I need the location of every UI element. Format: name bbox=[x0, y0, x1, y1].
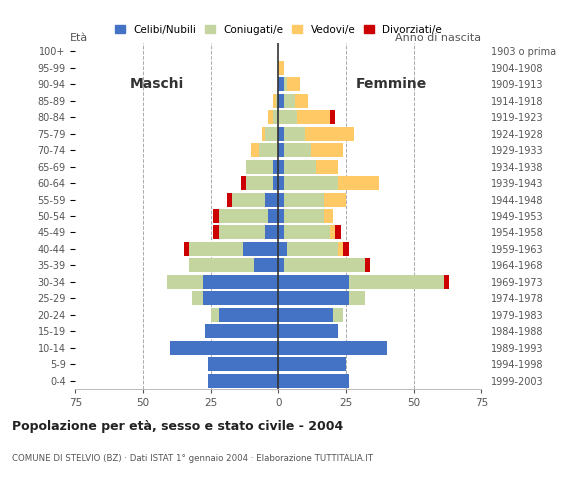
Bar bbox=[265, 192, 278, 206]
Bar bbox=[265, 127, 278, 141]
Bar bbox=[324, 192, 346, 206]
Bar bbox=[306, 127, 354, 141]
Bar bbox=[311, 143, 343, 157]
Bar bbox=[324, 209, 332, 223]
Bar bbox=[298, 110, 330, 124]
Text: Femmine: Femmine bbox=[356, 77, 427, 91]
Bar bbox=[202, 275, 278, 289]
Bar bbox=[278, 308, 332, 322]
Bar bbox=[184, 242, 189, 256]
Text: Età: Età bbox=[70, 33, 88, 43]
Bar bbox=[278, 357, 346, 371]
Bar bbox=[278, 275, 349, 289]
Bar bbox=[343, 242, 349, 256]
Bar bbox=[278, 341, 387, 355]
Bar bbox=[189, 242, 243, 256]
Bar bbox=[254, 258, 278, 272]
Bar bbox=[332, 308, 343, 322]
Bar bbox=[284, 143, 311, 157]
Bar bbox=[278, 324, 338, 338]
Bar bbox=[259, 143, 278, 157]
Bar bbox=[276, 94, 278, 108]
Bar bbox=[338, 176, 379, 190]
Bar bbox=[227, 192, 233, 206]
Bar bbox=[330, 226, 335, 240]
Bar bbox=[278, 127, 284, 141]
Bar bbox=[287, 77, 300, 91]
Bar bbox=[278, 373, 349, 387]
Bar bbox=[278, 176, 284, 190]
Text: Anno di nascita: Anno di nascita bbox=[396, 33, 481, 43]
Bar bbox=[168, 275, 202, 289]
Bar bbox=[205, 324, 278, 338]
Bar bbox=[208, 373, 278, 387]
Bar bbox=[265, 226, 278, 240]
Bar bbox=[330, 110, 335, 124]
Bar bbox=[267, 110, 273, 124]
Bar bbox=[278, 226, 284, 240]
Bar bbox=[284, 77, 287, 91]
Bar bbox=[284, 94, 295, 108]
Bar bbox=[284, 160, 316, 174]
Bar bbox=[170, 341, 278, 355]
Bar bbox=[278, 143, 284, 157]
Bar bbox=[278, 291, 349, 305]
Bar bbox=[219, 209, 267, 223]
Bar bbox=[273, 160, 278, 174]
Bar bbox=[246, 176, 273, 190]
Bar bbox=[219, 308, 278, 322]
Bar bbox=[211, 308, 219, 322]
Bar bbox=[189, 258, 254, 272]
Bar bbox=[267, 209, 278, 223]
Legend: Celibi/Nubili, Coniugati/e, Vedovi/e, Divorziati/e: Celibi/Nubili, Coniugati/e, Vedovi/e, Di… bbox=[115, 24, 442, 35]
Bar bbox=[278, 242, 287, 256]
Bar bbox=[208, 357, 278, 371]
Bar bbox=[316, 160, 338, 174]
Bar bbox=[335, 226, 340, 240]
Bar bbox=[284, 258, 365, 272]
Bar bbox=[278, 160, 284, 174]
Text: Maschi: Maschi bbox=[129, 77, 184, 91]
Bar bbox=[273, 110, 278, 124]
Bar bbox=[246, 160, 273, 174]
Text: COMUNE DI STELVIO (BZ) · Dati ISTAT 1° gennaio 2004 · Elaborazione TUTTITALIA.IT: COMUNE DI STELVIO (BZ) · Dati ISTAT 1° g… bbox=[12, 454, 372, 463]
Bar bbox=[262, 127, 265, 141]
Bar bbox=[213, 226, 219, 240]
Bar bbox=[295, 94, 308, 108]
Bar bbox=[338, 242, 343, 256]
Bar bbox=[278, 77, 284, 91]
Bar bbox=[278, 61, 284, 75]
Bar bbox=[287, 242, 338, 256]
Bar bbox=[251, 143, 259, 157]
Bar bbox=[365, 258, 371, 272]
Bar bbox=[278, 110, 298, 124]
Bar bbox=[233, 192, 265, 206]
Text: Popolazione per età, sesso e stato civile - 2004: Popolazione per età, sesso e stato civil… bbox=[12, 420, 343, 433]
Bar bbox=[284, 226, 330, 240]
Bar bbox=[192, 291, 202, 305]
Bar bbox=[213, 209, 219, 223]
Bar bbox=[273, 176, 278, 190]
Bar bbox=[284, 209, 324, 223]
Bar bbox=[349, 291, 365, 305]
Bar bbox=[202, 291, 278, 305]
Bar bbox=[243, 242, 278, 256]
Bar bbox=[278, 192, 284, 206]
Bar bbox=[273, 94, 276, 108]
Bar bbox=[241, 176, 246, 190]
Bar bbox=[284, 176, 338, 190]
Bar bbox=[284, 192, 324, 206]
Bar bbox=[278, 209, 284, 223]
Bar bbox=[278, 258, 284, 272]
Bar bbox=[278, 94, 284, 108]
Bar bbox=[349, 275, 444, 289]
Bar bbox=[444, 275, 449, 289]
Bar bbox=[284, 127, 306, 141]
Bar bbox=[219, 226, 265, 240]
